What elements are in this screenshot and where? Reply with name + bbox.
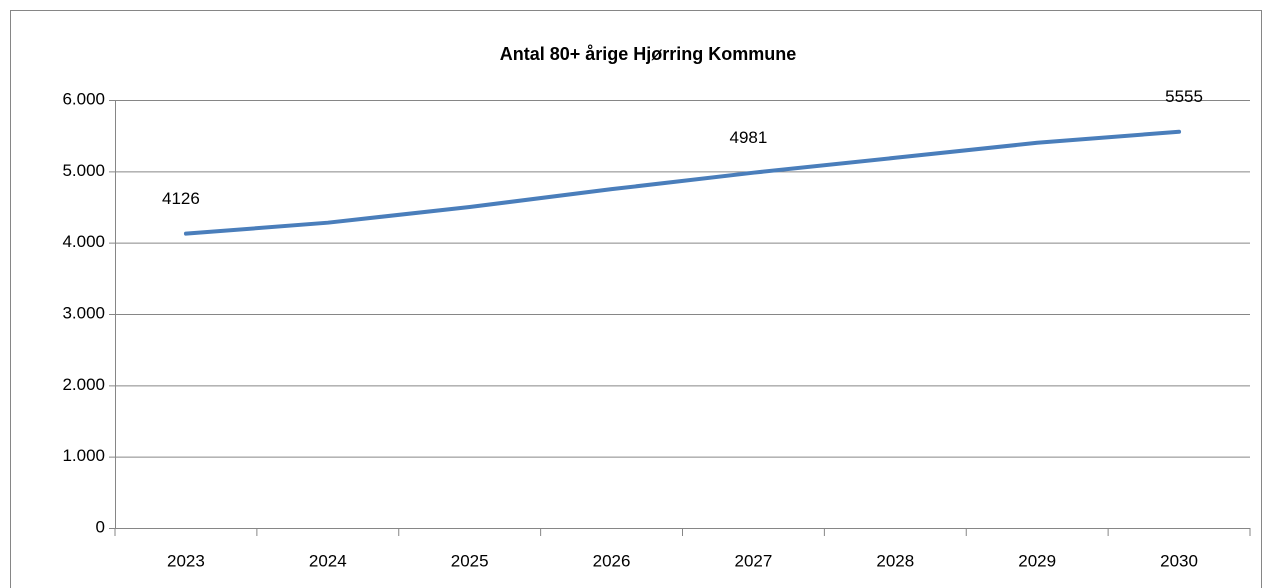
- y-tick-label: 0: [96, 517, 105, 536]
- data-label: 4126: [162, 189, 200, 208]
- y-tick-label: 6.000: [62, 89, 105, 108]
- y-tick-label: 5.000: [62, 161, 105, 180]
- y-tick-label: 4.000: [62, 232, 105, 251]
- data-label: 5555: [1165, 87, 1203, 106]
- x-tick-label: 2026: [593, 551, 631, 570]
- line-series: [183, 129, 1182, 236]
- x-tick-label: 2027: [735, 551, 773, 570]
- x-tick-label: 2028: [876, 551, 914, 570]
- chart-title: Antal 80+ årige Hjørring Kommune: [500, 44, 797, 64]
- y-tick-label: 3.000: [62, 303, 105, 322]
- x-tick-label: 2029: [1018, 551, 1056, 570]
- x-tick-label: 2030: [1160, 551, 1198, 570]
- x-tick-label: 2025: [451, 551, 489, 570]
- chart-border: [10, 10, 1262, 588]
- x-tick-label: 2024: [309, 551, 347, 570]
- x-tick-label: 2023: [167, 551, 205, 570]
- y-tick-label: 2.000: [62, 375, 105, 394]
- data-label: 4981: [730, 128, 768, 147]
- y-tick-label: 1.000: [62, 446, 105, 465]
